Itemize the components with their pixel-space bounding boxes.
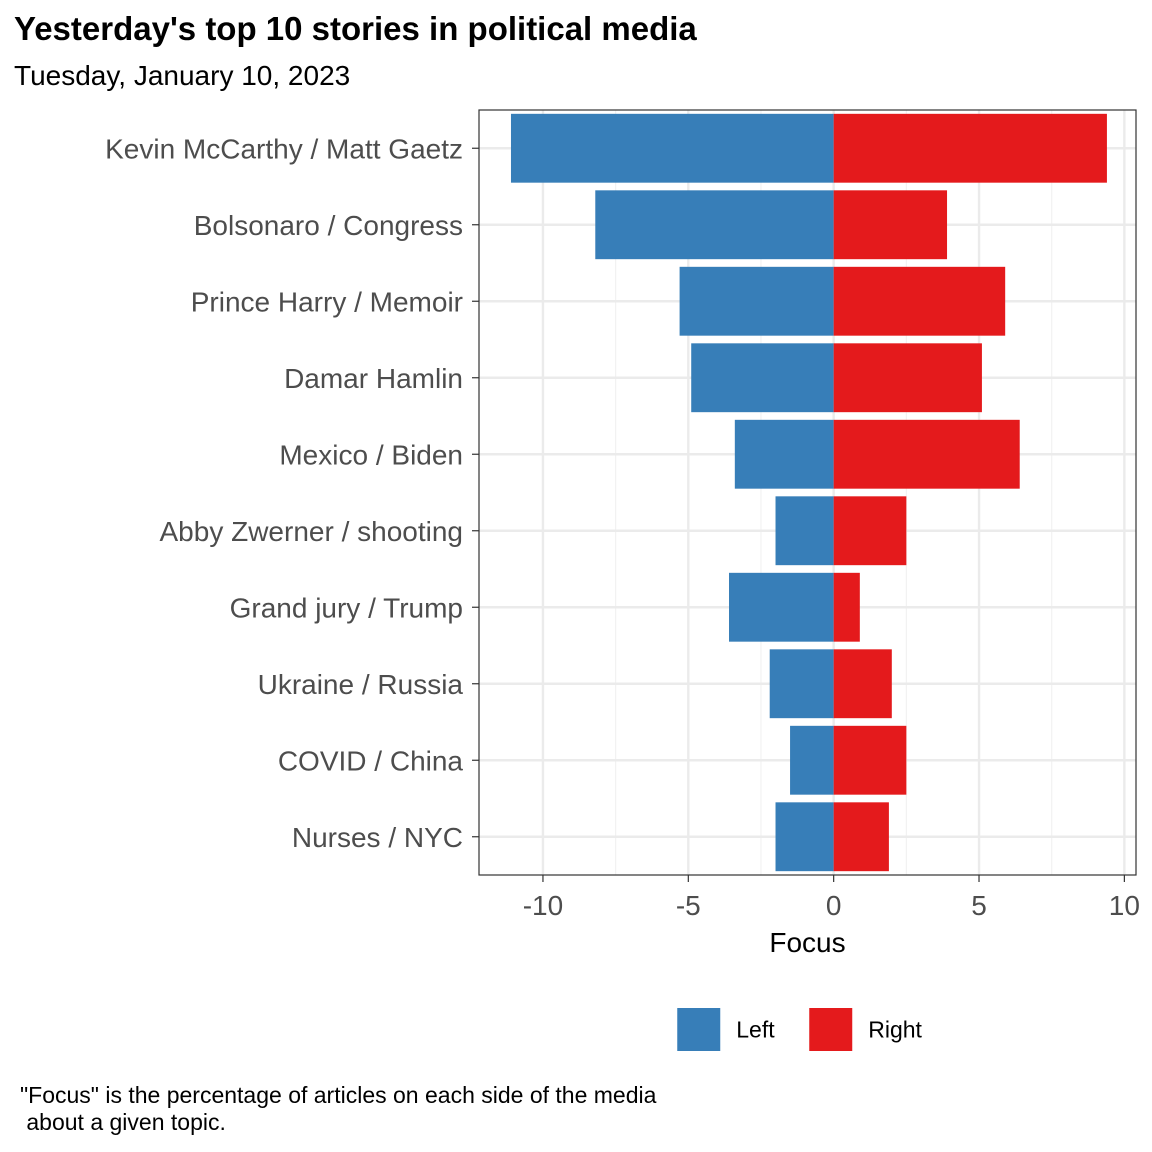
x-tick-label: -10 [523,890,563,921]
bar-right [833,496,907,566]
y-tick-label: Mexico / Biden [279,439,463,470]
bar-left [729,572,834,642]
bar-left [691,343,834,413]
y-tick-label: Abby Zwerner / shooting [160,516,464,547]
x-tick-label: -5 [676,890,701,921]
bar-right [833,572,860,642]
bar-left [769,649,834,719]
bar-right [833,190,948,260]
y-tick-label: Nurses / NYC [292,822,463,853]
bars [510,113,1107,872]
y-tick-label: Kevin McCarthy / Matt Gaetz [105,133,463,164]
caption-line-1: "Focus" is the percentage of articles on… [20,1082,657,1108]
bar-right [833,802,889,872]
bar-left [775,496,834,566]
chart-title: Yesterday's top 10 stories in political … [14,10,697,47]
bar-right [833,725,907,795]
legend-key-left [677,1008,721,1051]
bar-left [510,113,834,183]
x-tick-label: 10 [1109,890,1140,921]
y-tick-label: Damar Hamlin [284,363,463,394]
caption: "Focus" is the percentage of articles on… [20,1082,656,1136]
bar-left [790,725,834,795]
bar-left [734,419,834,489]
bar-right [833,343,982,413]
bar-left [595,190,834,260]
bar-right [833,266,1006,336]
bar-left [775,802,834,872]
plot-panel-border [478,109,1137,876]
y-tick-label: Grand jury / Trump [230,592,463,623]
bar-right [833,113,1107,183]
bar-left [679,266,834,336]
legend-label-left: Left [736,1017,775,1043]
x-tick-label: 0 [826,890,842,921]
axes: Kevin McCarthy / Matt Gaetz Bolsonaro / C… [105,133,1140,921]
y-tick-label: COVID / China [278,745,464,776]
bar-right [833,419,1020,489]
y-tick-label: Ukraine / Russia [258,669,464,700]
legend: Left Right [677,1008,923,1051]
x-tick-label: 5 [971,890,987,921]
y-tick-label: Prince Harry / Memoir [191,286,463,317]
x-axis-title: Focus [769,927,845,958]
y-tick-label: Bolsonaro / Congress [194,210,463,241]
caption-line-2: about a given topic. [20,1109,226,1135]
bar-right [833,649,892,719]
legend-label-right: Right [868,1017,922,1043]
legend-key-right [809,1008,853,1051]
chart-subtitle: Tuesday, January 10, 2023 [14,60,351,91]
